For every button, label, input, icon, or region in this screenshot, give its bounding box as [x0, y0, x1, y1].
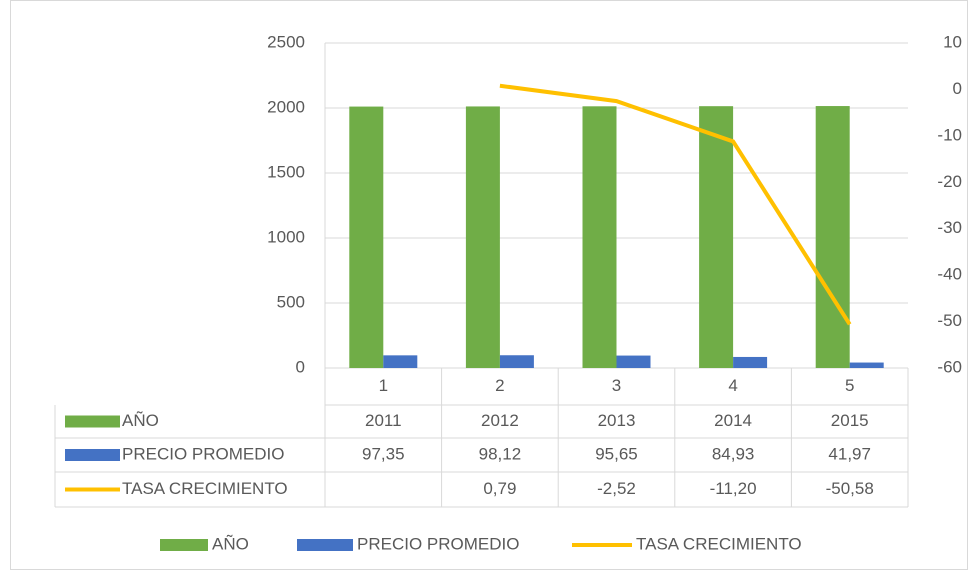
legend-key	[160, 539, 208, 551]
y2-tick-label: -20	[937, 172, 962, 191]
table-value: -11,20	[710, 479, 757, 498]
table-row-label: AÑO	[122, 411, 159, 430]
x-tick-label: 2	[495, 376, 504, 395]
y2-tick-label: 10	[943, 32, 962, 51]
table-value: 2011	[365, 411, 402, 430]
x-tick-label: 3	[612, 376, 621, 395]
table-value: -2,52	[597, 479, 636, 498]
y2-tick-label: -10	[937, 125, 962, 144]
bar	[849, 362, 884, 368]
table-value: 2014	[714, 411, 752, 430]
legend-key	[297, 539, 353, 551]
y2-tick-label: 0	[953, 79, 962, 98]
bar	[815, 106, 850, 369]
table-value: 97,35	[362, 444, 405, 463]
line-series	[499, 83, 852, 326]
y-tick-label: 2500	[267, 32, 305, 51]
y2-tick-label: -50	[937, 311, 962, 330]
legend-label: TASA CRECIMIENTO	[636, 534, 802, 553]
legend-label: AÑO	[212, 534, 249, 553]
y-tick-label: 2000	[267, 97, 305, 116]
table-value: 2015	[831, 411, 869, 430]
y2-tick-label: -60	[937, 357, 962, 376]
bar	[733, 356, 768, 368]
bar	[582, 106, 617, 368]
legend-key	[65, 449, 120, 461]
x-tick-label: 4	[728, 376, 737, 395]
y2-tick-label: -30	[937, 218, 962, 237]
table-value: 95,65	[595, 444, 638, 463]
bar	[349, 106, 384, 368]
table-value: 98,12	[479, 444, 522, 463]
table-value: 84,93	[712, 444, 755, 463]
bar	[383, 355, 418, 368]
x-tick-label: 5	[845, 376, 854, 395]
table-value: 0,79	[483, 479, 516, 498]
y-tick-label: 1000	[267, 227, 305, 246]
table-value: 2013	[598, 411, 636, 430]
bar	[499, 355, 534, 368]
x-tick-label: 1	[379, 376, 388, 395]
table-row-label: PRECIO PROMEDIO	[122, 444, 284, 463]
y2-tick-label: -40	[937, 265, 962, 284]
legend-label: PRECIO PROMEDIO	[357, 534, 519, 553]
bar	[465, 106, 500, 368]
table-value: 2012	[481, 411, 519, 430]
y-tick-label: 0	[296, 357, 305, 376]
table-value: -50,58	[826, 479, 874, 498]
table-value: 41,97	[828, 444, 871, 463]
bar	[616, 355, 651, 368]
y-tick-label: 500	[277, 292, 305, 311]
bar	[699, 106, 734, 369]
table-row-label: TASA CRECIMIENTO	[122, 479, 288, 498]
legend-key	[65, 415, 120, 428]
y-tick-label: 1500	[267, 162, 305, 181]
